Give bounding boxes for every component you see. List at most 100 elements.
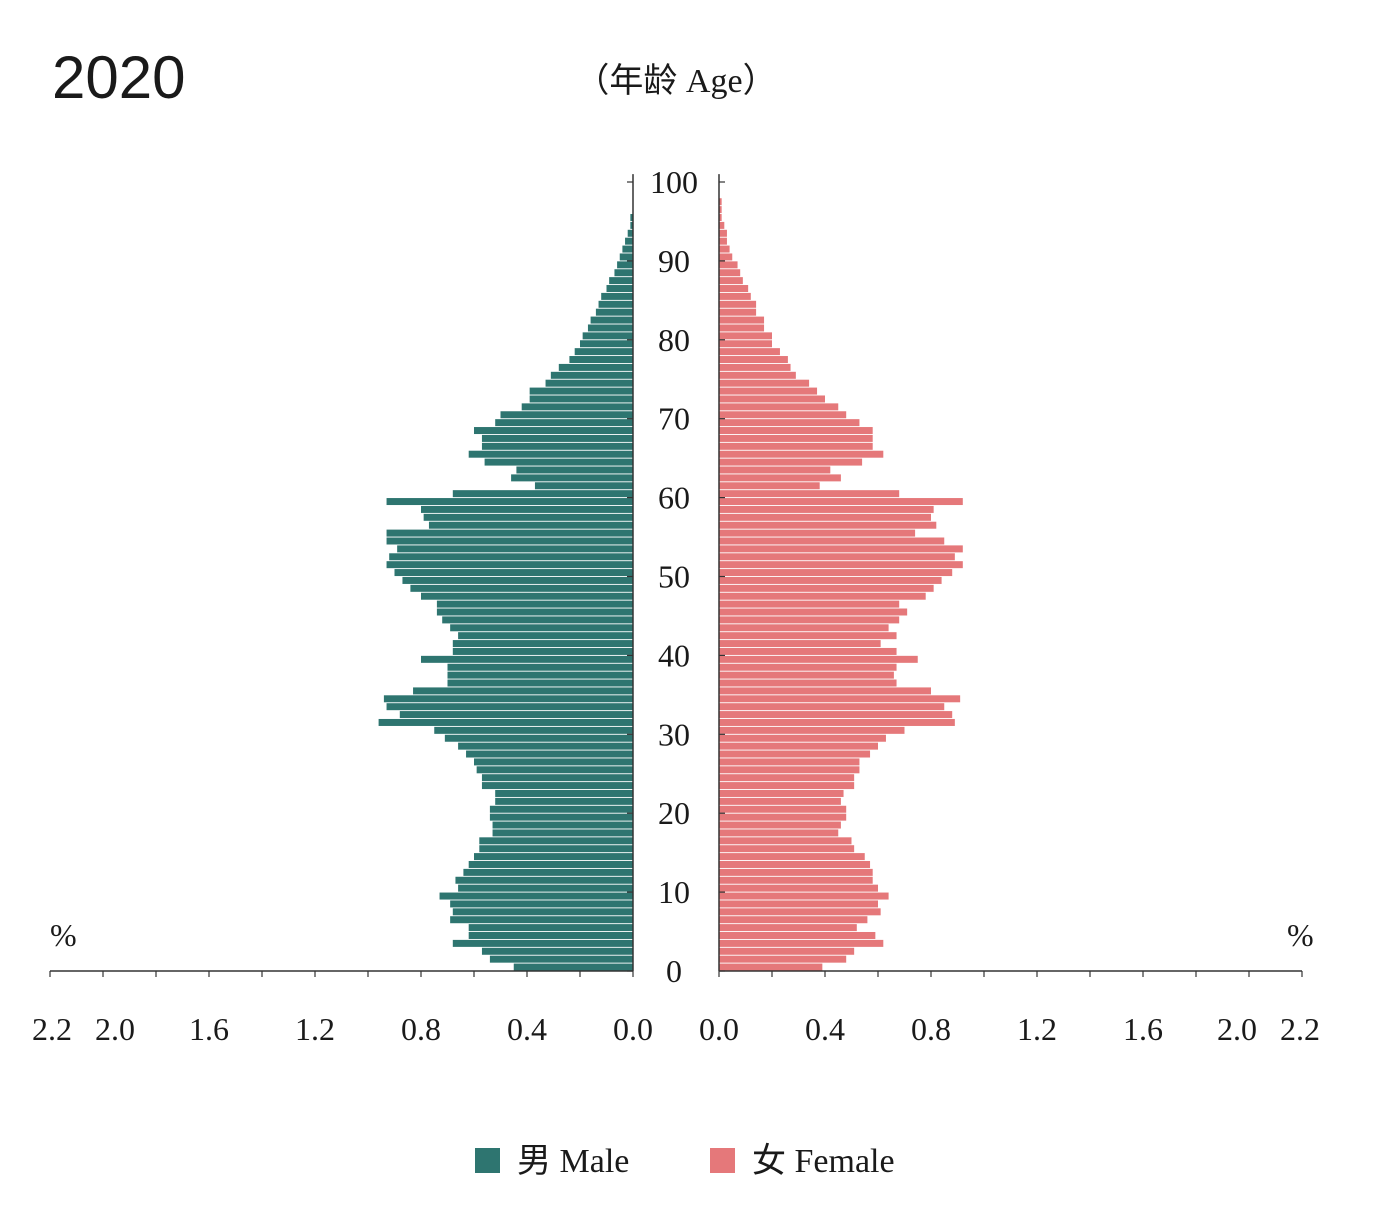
unit-label-right: % (1287, 917, 1314, 953)
legend: 男 Male 女 Female (475, 1142, 895, 1180)
female-bar-age-86 (719, 285, 749, 293)
male-bar-age-69 (495, 419, 633, 427)
male-bar-age-42 (458, 632, 633, 640)
female-bar-age-47 (719, 592, 926, 600)
axes: 0 10 20 30 40 50 60 70 80 90 100 2.2 2.2 2.0 2.0 1.6 1.6… (32, 164, 1320, 1047)
male-bar-age-53 (397, 545, 633, 553)
male-bar-age-70 (500, 411, 633, 419)
male-bar-age-8 (450, 900, 633, 908)
male-bar-age-66 (481, 442, 633, 450)
male-bar-age-46 (436, 600, 633, 608)
unit-label-left: % (50, 917, 77, 953)
female-bar-age-76 (719, 363, 791, 371)
male-bar-age-57 (423, 513, 633, 521)
male-bar-age-91 (622, 245, 633, 253)
age-tick-label-20: 20 (658, 795, 690, 831)
male-x-tick-label: 0.0 (613, 1011, 653, 1047)
male-bar-age-58 (421, 505, 633, 513)
female-bar-age-68 (719, 427, 873, 435)
male-bars (378, 214, 633, 971)
female-bar-age-50 (719, 569, 953, 577)
female-x-tick-label: 1.6 (1123, 1011, 1163, 1047)
female-legend-swatch (710, 1148, 735, 1173)
female-bar-age-54 (719, 537, 945, 545)
male-bar-age-6 (450, 916, 633, 924)
male-bar-age-12 (463, 868, 633, 876)
male-bar-age-7 (452, 908, 633, 916)
male-bar-age-63 (516, 466, 633, 474)
female-bar-age-80 (719, 332, 772, 340)
male-bar-age-28 (458, 742, 633, 750)
female-x-tick-label: 0.0 (699, 1011, 739, 1047)
male-bar-age-41 (452, 640, 633, 648)
male-bar-age-35 (413, 687, 633, 695)
female-bar-age-67 (719, 434, 873, 442)
male-bar-age-60 (452, 490, 633, 498)
female-bar-age-48 (719, 584, 934, 592)
male-bar-age-83 (595, 308, 633, 316)
male-bar-age-55 (386, 529, 633, 537)
female-bar-age-41 (719, 640, 881, 648)
male-bar-age-74 (545, 379, 633, 387)
male-bar-age-29 (444, 734, 633, 742)
female-bar-age-21 (719, 797, 841, 805)
male-bar-age-77 (569, 356, 633, 364)
male-bar-age-19 (489, 813, 633, 821)
female-bar-age-58 (719, 505, 934, 513)
male-bar-age-36 (447, 679, 633, 687)
female-bar-age-11 (719, 876, 873, 884)
female-bar-age-65 (719, 450, 884, 458)
male-bar-age-44 (442, 616, 633, 624)
male-bar-age-16 (479, 837, 633, 845)
male-bar-age-31 (378, 718, 633, 726)
male-bar-age-75 (550, 371, 633, 379)
male-bar-age-30 (434, 726, 633, 734)
female-x-tick-label: 1.2 (1017, 1011, 1057, 1047)
female-bar-age-30 (719, 726, 905, 734)
female-bar-age-42 (719, 632, 897, 640)
female-bar-age-32 (719, 711, 953, 719)
female-bar-age-10 (719, 884, 878, 892)
female-bar-age-44 (719, 616, 900, 624)
female-bar-age-97 (719, 198, 722, 206)
male-bar-age-95 (630, 214, 633, 221)
male-x-tick-label: 1.6 (189, 1011, 229, 1047)
female-bar-age-28 (719, 742, 878, 750)
female-bar-age-63 (719, 466, 831, 474)
male-bar-age-13 (468, 860, 633, 868)
female-bar-age-84 (719, 300, 757, 308)
male-legend-swatch (475, 1148, 500, 1173)
female-legend-label: 女 Female (752, 1142, 895, 1180)
male-bar-age-34 (383, 695, 633, 703)
female-bar-age-66 (719, 442, 873, 450)
female-bar-age-19 (719, 813, 847, 821)
female-bar-age-94 (719, 221, 725, 229)
male-bar-age-20 (489, 805, 633, 813)
female-bar-age-69 (719, 419, 860, 427)
age-tick-label-80: 80 (658, 322, 690, 358)
male-bar-age-0 (513, 963, 633, 971)
female-bar-age-55 (719, 529, 916, 537)
female-bar-age-33 (719, 703, 945, 711)
age-tick-label-90: 90 (658, 243, 690, 279)
female-bar-age-71 (719, 403, 839, 411)
female-bar-age-27 (719, 750, 871, 758)
female-bar-age-9 (719, 892, 889, 900)
male-bar-age-39 (421, 655, 633, 663)
male-bar-age-26 (474, 758, 633, 766)
male-bar-age-76 (558, 363, 633, 371)
female-bar-age-38 (719, 663, 897, 671)
male-bar-age-38 (447, 663, 633, 671)
female-bar-age-22 (719, 789, 844, 797)
female-bar-age-26 (719, 758, 860, 766)
female-bar-age-64 (719, 458, 863, 466)
age-axis-label: （年龄 Age） (575, 62, 776, 100)
female-bar-age-5 (719, 924, 857, 932)
female-bar-age-31 (719, 718, 955, 726)
male-x-tick-label: 2.0 (95, 1011, 135, 1047)
age-tick-label-60: 60 (658, 480, 690, 516)
female-bar-age-18 (719, 821, 841, 829)
male-bar-age-40 (452, 647, 633, 655)
male-bar-age-68 (474, 427, 633, 435)
